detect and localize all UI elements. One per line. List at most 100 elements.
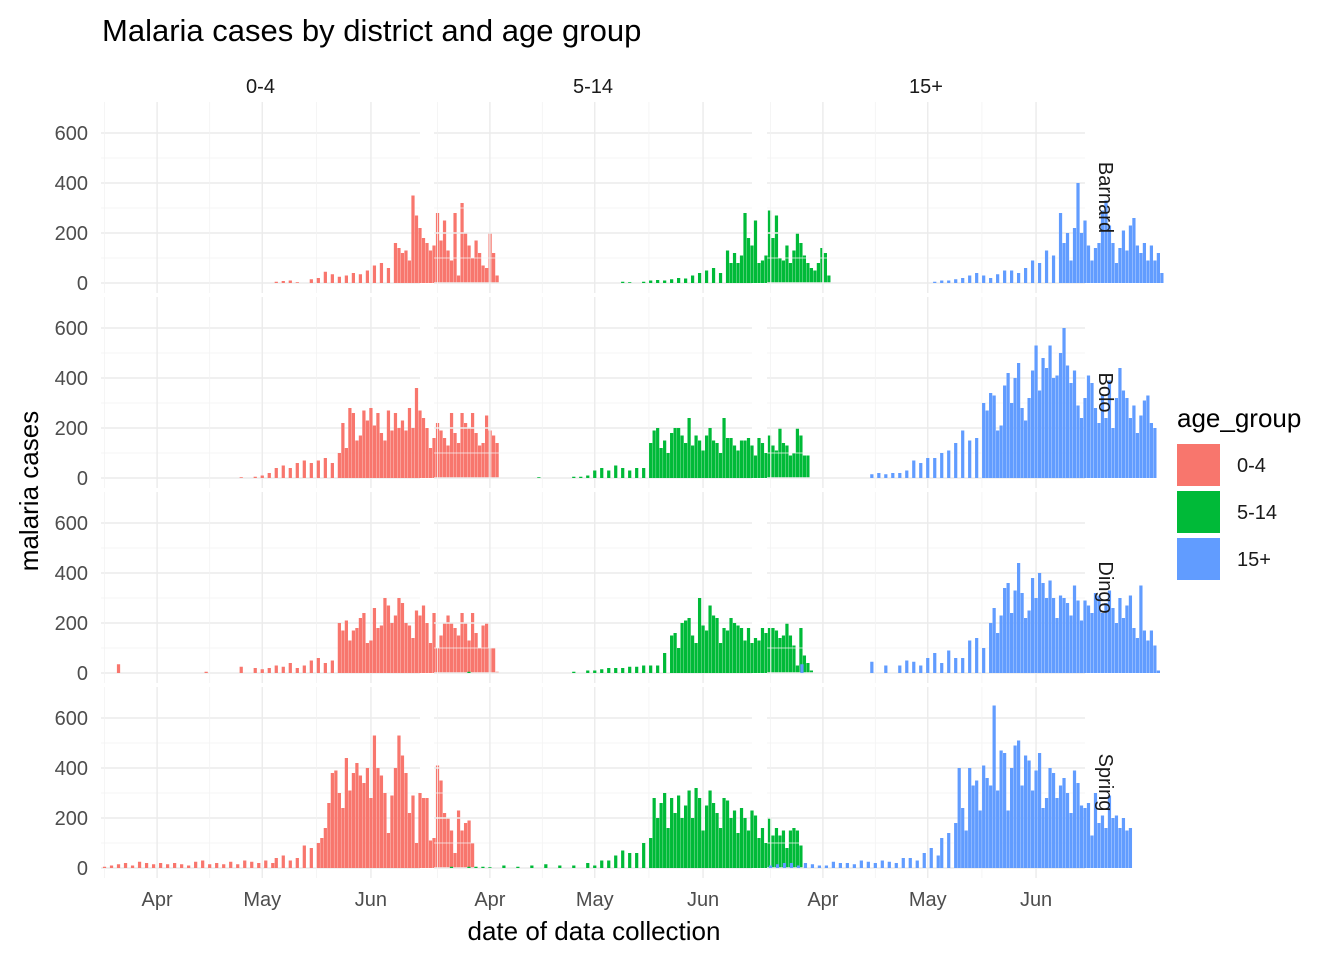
bar [309, 463, 313, 478]
bar [781, 635, 786, 673]
bar [446, 250, 450, 283]
bar [800, 664, 804, 673]
bar [302, 845, 306, 868]
bar [379, 625, 384, 673]
bar [729, 818, 733, 868]
bar [537, 477, 541, 478]
bar [1003, 753, 1007, 868]
bar [365, 643, 370, 673]
strip-row-label: Barnard [1094, 162, 1116, 233]
bar [309, 279, 313, 283]
bar [725, 630, 730, 673]
bar [680, 818, 684, 868]
bar [1111, 243, 1115, 283]
bar [1139, 415, 1143, 478]
bar [1160, 273, 1164, 283]
facet-panel [767, 102, 1164, 293]
bar [481, 866, 485, 868]
bar [732, 810, 737, 868]
bar [722, 628, 726, 673]
bar [229, 861, 233, 868]
bar [809, 670, 814, 673]
bar [933, 458, 937, 478]
bar [1062, 598, 1066, 673]
bar [1020, 593, 1024, 673]
bar [683, 278, 688, 283]
bar [281, 855, 285, 868]
bar [781, 443, 786, 478]
bar [1065, 365, 1070, 478]
bar [764, 453, 768, 478]
bar [1055, 618, 1059, 673]
bar [456, 275, 461, 283]
bar [1086, 605, 1091, 673]
bar [919, 665, 923, 673]
bar [421, 238, 426, 283]
bar [947, 280, 951, 283]
bar [764, 843, 768, 868]
bar [940, 838, 944, 868]
bar [1111, 608, 1115, 673]
bar [1041, 808, 1045, 868]
y-tick-label: 0 [77, 858, 88, 880]
x-axis-ticks: Apr May Jun Apr May Jun Apr May Jun [142, 889, 1053, 911]
bar [827, 275, 831, 283]
bar [743, 440, 747, 478]
bar [481, 265, 485, 283]
bar [1121, 390, 1126, 478]
bar [1041, 358, 1045, 478]
bar [544, 864, 548, 868]
bar [701, 625, 705, 673]
bar [1016, 740, 1021, 868]
bar [1051, 773, 1056, 868]
bar [926, 658, 930, 673]
legend-label: 5-14 [1237, 502, 1277, 524]
bar [649, 443, 653, 478]
bar [628, 666, 632, 673]
bar [936, 855, 940, 868]
bar [1076, 783, 1080, 868]
bar [781, 260, 786, 283]
bar [1076, 405, 1080, 478]
bar [1034, 345, 1038, 478]
bar [718, 828, 723, 868]
bar [996, 274, 1000, 283]
bar [386, 410, 391, 478]
bar [999, 425, 1003, 478]
bar [774, 828, 779, 868]
bar [407, 408, 412, 478]
bar [947, 650, 951, 673]
bar [788, 263, 793, 283]
bar [760, 260, 765, 283]
bar [470, 613, 475, 673]
bar [316, 658, 320, 673]
bar [253, 668, 257, 673]
bar [442, 813, 447, 868]
bar [1128, 828, 1133, 868]
bar [778, 638, 782, 673]
y-tick-label: 600 [55, 123, 88, 145]
bar [736, 625, 740, 673]
bar [1083, 808, 1087, 868]
bar [1058, 353, 1063, 478]
bar [484, 268, 489, 283]
bar [173, 863, 177, 868]
bar [1076, 183, 1080, 283]
bar [1118, 828, 1122, 868]
bar [982, 765, 986, 868]
bar [453, 433, 457, 478]
bar [715, 618, 719, 673]
y-tick-label: 600 [55, 318, 88, 340]
bar [704, 435, 709, 478]
bar [1142, 243, 1147, 283]
bar [411, 795, 415, 868]
bar [386, 605, 391, 673]
bar [739, 255, 744, 283]
bar [785, 445, 789, 478]
bar [365, 270, 370, 283]
bar [1156, 670, 1160, 673]
bar [729, 263, 733, 283]
bar [635, 468, 639, 478]
bar [372, 425, 377, 478]
bar [492, 648, 496, 673]
